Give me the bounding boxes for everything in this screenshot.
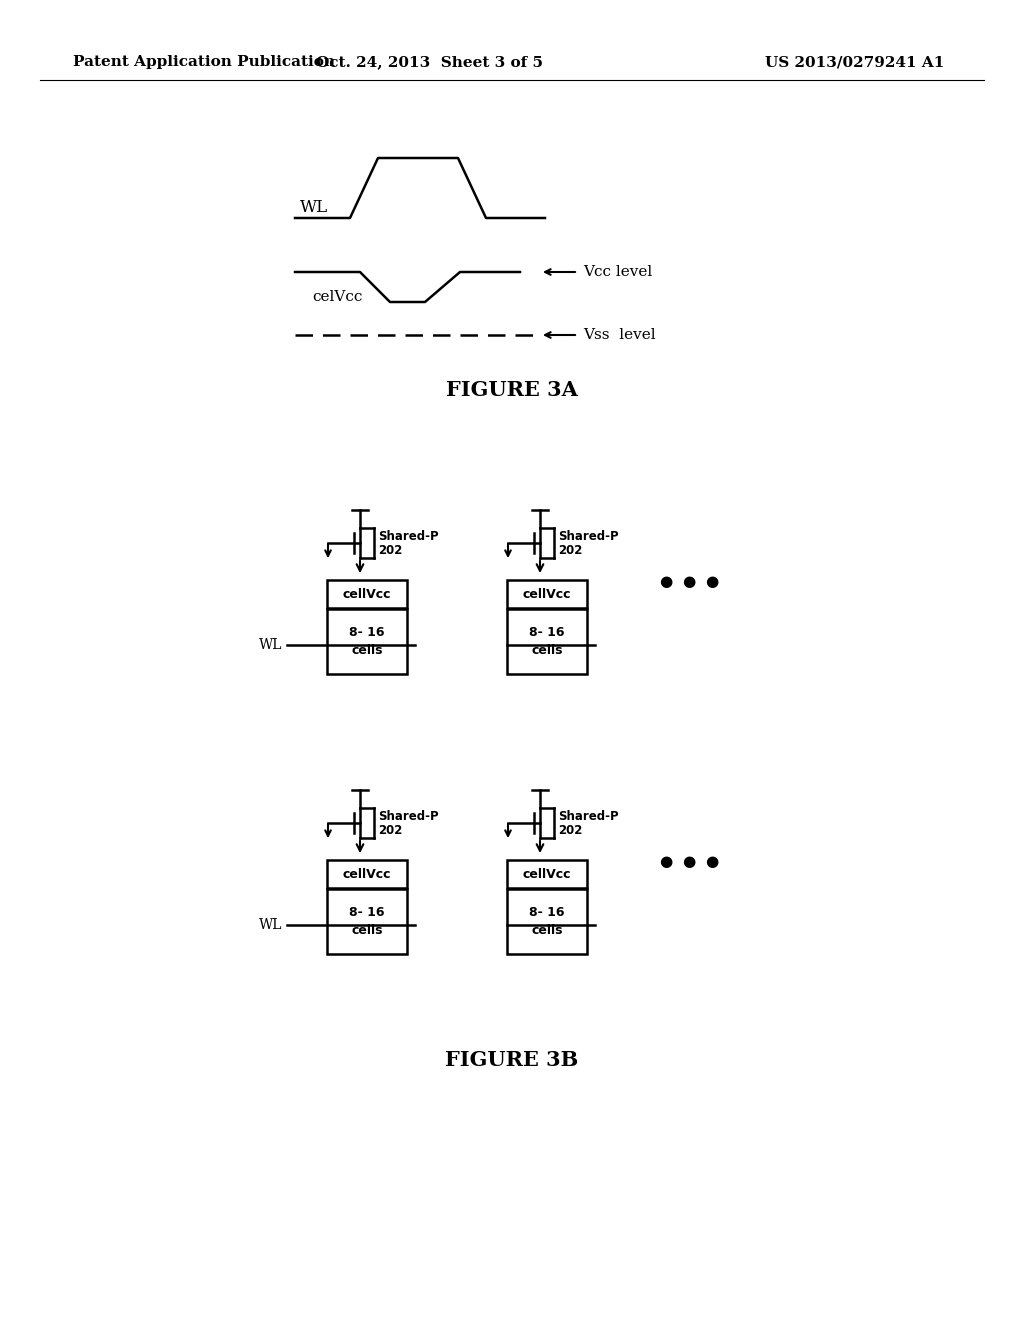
Bar [507,579,587,609]
Text: 202: 202 [378,825,402,837]
Text: Shared-P: Shared-P [378,810,438,824]
Text: Shared-P: Shared-P [378,531,438,544]
Bar [507,609,587,675]
Bar [327,609,407,675]
Bar [327,579,407,609]
Text: cellVcc: cellVcc [522,867,571,880]
Bar [327,861,407,888]
Text: 8- 16
cells: 8- 16 cells [529,627,565,656]
Text: US 2013/0279241 A1: US 2013/0279241 A1 [765,55,945,69]
Text: Shared-P: Shared-P [558,810,618,824]
Text: 202: 202 [378,544,402,557]
Text: Vss  level: Vss level [583,327,655,342]
Text: celVcc: celVcc [312,290,362,304]
Bar [507,861,587,888]
Text: ●  ●  ●: ● ● ● [660,854,719,870]
Text: 8- 16
cells: 8- 16 cells [349,907,385,936]
Text: 8- 16
cells: 8- 16 cells [529,907,565,936]
Bar [507,888,587,954]
Text: WL: WL [258,917,282,932]
Text: Shared-P: Shared-P [558,531,618,544]
Text: cellVcc: cellVcc [522,587,571,601]
Text: ●  ●  ●: ● ● ● [660,574,719,590]
Text: Vcc level: Vcc level [583,265,652,279]
Text: FIGURE 3A: FIGURE 3A [446,380,578,400]
Text: cellVcc: cellVcc [343,587,391,601]
Text: 202: 202 [558,544,583,557]
Text: FIGURE 3B: FIGURE 3B [445,1049,579,1071]
Text: Patent Application Publication: Patent Application Publication [73,55,335,69]
Bar [327,888,407,954]
Text: WL: WL [300,199,328,216]
Text: Oct. 24, 2013  Sheet 3 of 5: Oct. 24, 2013 Sheet 3 of 5 [316,55,544,69]
Text: cellVcc: cellVcc [343,867,391,880]
Text: WL: WL [258,638,282,652]
Text: 202: 202 [558,825,583,837]
Text: 8- 16
cells: 8- 16 cells [349,627,385,656]
